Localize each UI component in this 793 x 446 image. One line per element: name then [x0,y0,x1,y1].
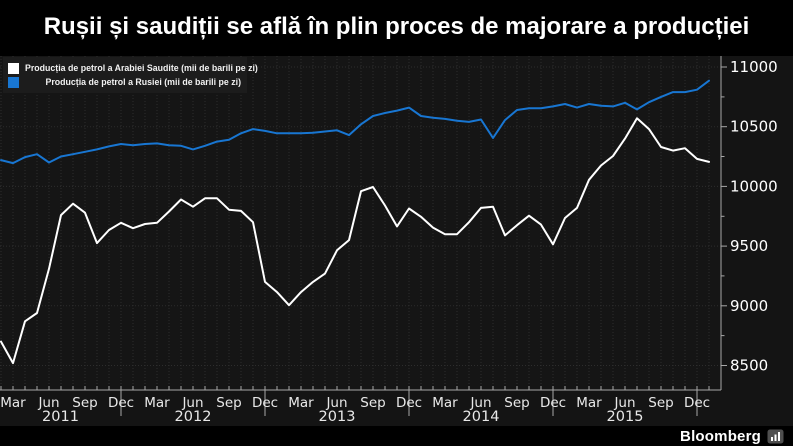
y-tick-label: 8500 [730,357,768,375]
legend-label-saudi: Producția de petrol a Arabiei Saudite (m… [25,63,258,73]
year-label: 2012 [175,409,212,425]
axes [0,56,727,416]
chart-legend: Producția de petrol a Arabiei Saudite (m… [3,57,258,93]
x-axis-labels: Mar Jun Sep Dec 2011 Mar Jun Sep Dec 2012 Mar Jun Se… [0,395,710,425]
month-tick-label: Sep [360,395,385,411]
month-tick-label: Dec [540,395,566,411]
month-tick-label: Sep [504,395,529,411]
saudi-series-swatch [8,62,19,74]
month-tick-label: Mar [288,395,314,411]
y-tick-label: 11000 [730,58,778,76]
bloomberg-chart-icon [767,429,784,443]
month-tick-label: Mar [576,395,602,411]
legend-item-saudi: Producția de petrol a Arabiei Saudite (m… [8,61,258,75]
month-tick-label: Dec [684,395,710,411]
month-tick-label: Dec [108,395,134,411]
month-tick-label: Jun [469,395,491,411]
y-tick-label: 9000 [730,297,768,315]
y-tick-label: 10500 [730,118,778,136]
month-tick-label: Sep [648,395,673,411]
month-tick-label: Jun [613,395,635,411]
month-tick-label: Dec [252,395,278,411]
year-label: 2011 [42,409,79,425]
month-tick-label: Dec [396,395,422,411]
month-tick-label: Mar [0,395,26,411]
month-tick-label: Jun [325,395,347,411]
legend-label-russia: Producția de petrol a Rusiei (mii de bar… [45,77,241,87]
year-label: 2015 [607,409,644,425]
page-title: Rușii și saudiții se află în plin proces… [43,13,750,40]
production-line-chart: Mar Jun Sep Dec 2011 Mar Jun Sep Dec 2012 Mar Jun Se… [0,56,778,425]
legend-item-russia: Producția de petrol a Rusiei (mii de bar… [8,75,241,89]
saudi-production-line [0,117,710,365]
month-tick-label: Mar [432,395,458,411]
footer-bar: Bloomberg [0,426,793,446]
month-tick-label: Jun [181,395,203,411]
year-label: 2014 [463,409,500,425]
y-tick-label: 10000 [730,177,778,195]
month-tick-label: Sep [216,395,241,411]
year-label: 2013 [319,409,356,425]
month-tick-label: Sep [72,395,97,411]
y-axis-labels: 8500 9000 9500 10000 10500 11000 [730,58,778,375]
month-tick-label: Jun [37,395,59,411]
bloomberg-wordmark: Bloomberg [680,427,761,445]
month-tick-label: Mar [144,395,170,411]
chart-area: Mar Jun Sep Dec 2011 Mar Jun Sep Dec 2012 Mar Jun Se… [0,56,793,426]
russia-series-swatch [8,76,19,88]
gridlines [0,56,721,390]
russia-production-line [0,79,710,165]
title-bar: Rușii și saudiții se află în plin proces… [0,0,793,56]
y-tick-label: 9500 [730,237,768,255]
